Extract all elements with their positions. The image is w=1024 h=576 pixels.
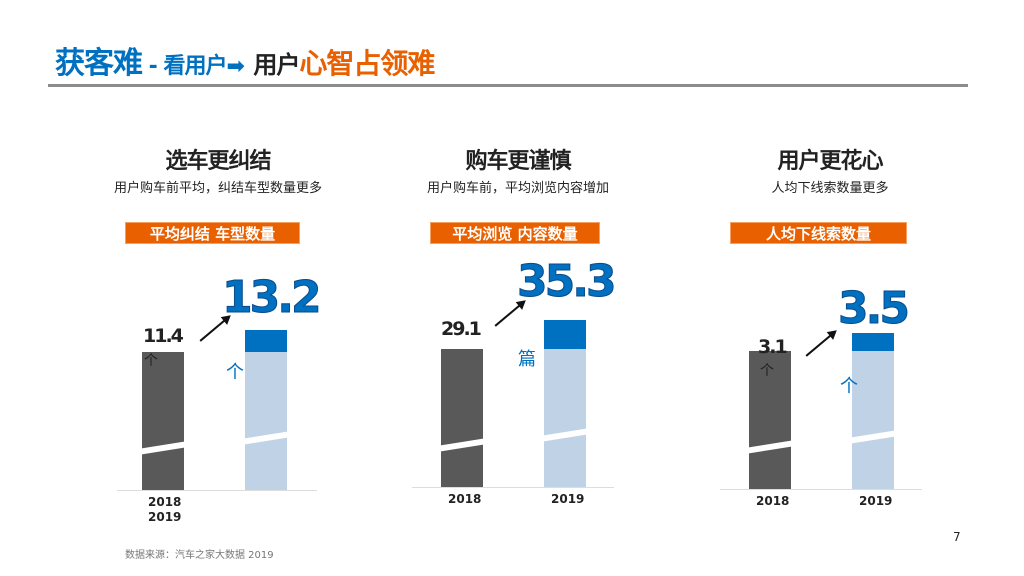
page-number: 7 — [953, 530, 961, 544]
axis-break-mark — [236, 430, 296, 446]
axis-break-mark — [535, 427, 595, 443]
bar-2018 — [432, 349, 492, 487]
panel-subtitle: 用户购车前平均，纠结车型数量更多 — [113, 181, 322, 196]
title-part-3: 用户 — [253, 51, 300, 79]
value-label-2019: 3.5 — [838, 283, 911, 335]
x-tick-2019: 2019 — [859, 494, 893, 508]
panel-2: 购车更谨慎用户购车前，平均浏览内容增加 — [388, 143, 648, 196]
metric-tag: 人均下线索数量 — [730, 222, 907, 244]
data-source: 数据来源：汽车之家大数据 2019 — [125, 550, 274, 561]
value-label-2018: 11.4 — [143, 325, 184, 347]
value-label-2019: 13.2 — [222, 272, 323, 324]
growth-arrow-icon — [199, 315, 230, 342]
axis-break-mark — [843, 429, 903, 445]
unit-label-2019: 个 — [226, 362, 244, 383]
bar-2018 — [740, 351, 800, 489]
x-axis-line — [412, 487, 614, 488]
metric-tag: 平均纠结 车型数量 — [125, 222, 300, 244]
x-axis-line — [720, 489, 922, 490]
value-label-2019: 35.3 — [517, 256, 618, 308]
panel-subtitle: 人均下线索数量更多 — [771, 181, 889, 196]
x-tick-2018: 2018 — [148, 495, 182, 509]
axis-break-mark — [432, 437, 492, 453]
unit-label-2018: 个 — [144, 353, 158, 369]
x-tick-2019: 2019 — [148, 510, 182, 524]
x-tick-2018: 2018 — [448, 492, 482, 506]
bar-2019-increase — [245, 330, 287, 352]
x-axis-line — [117, 490, 317, 491]
unit-label-2019: 篇 — [518, 349, 536, 370]
panel-heading: 购车更谨慎 — [465, 149, 571, 174]
growth-arrow-icon — [494, 300, 525, 327]
title-part-2: 看用户 — [163, 54, 227, 79]
slide-title: 获客难 - 看用户➡ 用户心智占领难 — [55, 38, 435, 82]
unit-label-2018: 个 — [760, 363, 774, 379]
panel-heading: 选车更纠结 — [165, 149, 271, 174]
panel-heading: 用户更花心 — [777, 149, 883, 174]
value-label-2018: 29.1 — [441, 318, 482, 340]
growth-arrow-icon — [805, 330, 836, 357]
title-separator: - — [142, 54, 164, 79]
panel-1: 选车更纠结用户购车前平均，纠结车型数量更多 — [88, 143, 348, 196]
value-label-2018: 3.1 — [758, 336, 788, 358]
x-tick-2019: 2019 — [551, 492, 585, 506]
metric-tag: 平均浏览 内容数量 — [430, 222, 600, 244]
title-underline — [48, 84, 968, 87]
bar-2019 — [236, 330, 296, 490]
bar-2018 — [133, 352, 193, 490]
bar-2019 — [843, 333, 903, 489]
bar-2019-increase — [544, 320, 586, 349]
panel-3: 用户更花心人均下线索数量更多 — [700, 143, 960, 196]
panel-subtitle: 用户购车前，平均浏览内容增加 — [426, 181, 609, 196]
axis-break-mark — [133, 440, 193, 456]
bar-2019-increase — [852, 333, 894, 351]
title-part-1: 获客难 — [55, 46, 143, 81]
double-arrow-icon: ➡ — [226, 54, 244, 79]
unit-label-2019: 个 — [840, 376, 858, 397]
axis-break-mark — [740, 439, 800, 455]
title-part-4: 心智占领难 — [299, 47, 435, 80]
x-tick-2018: 2018 — [756, 494, 790, 508]
bar-2019 — [535, 320, 595, 487]
